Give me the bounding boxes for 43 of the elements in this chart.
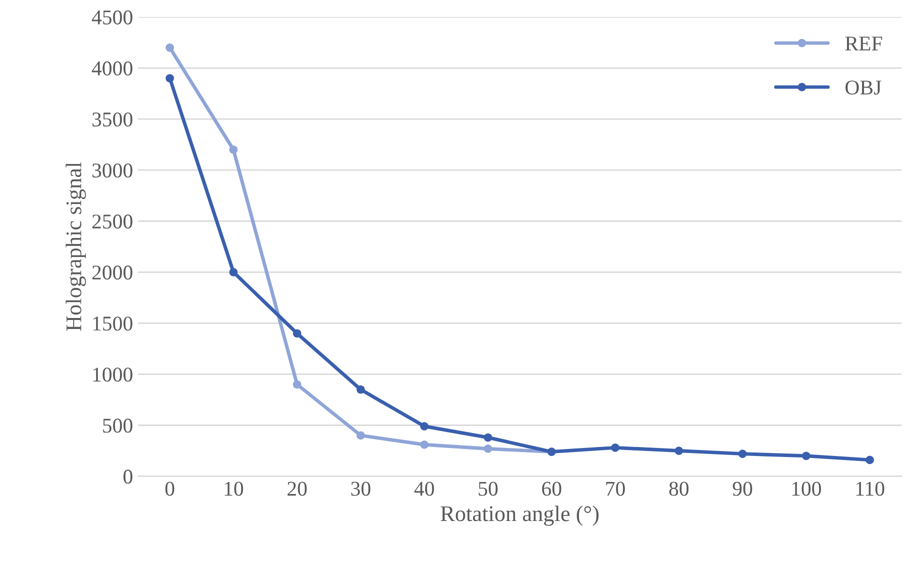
point <box>356 431 365 440</box>
point <box>229 268 238 276</box>
point <box>738 450 747 458</box>
x-tick-label: 10 <box>224 482 244 496</box>
x-tick-label: 30 <box>351 482 370 496</box>
point <box>166 74 174 82</box>
x-tick-label: 80 <box>669 482 689 496</box>
point <box>166 43 174 52</box>
x-tick-label: 40 <box>414 482 434 496</box>
y-tick-label: 1000 <box>93 368 132 382</box>
y-tick-label: 3000 <box>92 163 132 178</box>
point <box>802 452 810 460</box>
x-tick-label: 70 <box>606 482 625 496</box>
y-tick-label: 4000 <box>92 61 132 76</box>
y-tick-label: 0 <box>124 470 132 484</box>
x-tick-label: 60 <box>542 482 562 496</box>
y-tick-label: 4500 <box>92 10 132 24</box>
y-tick-label: 1500 <box>93 316 132 331</box>
point <box>611 444 620 452</box>
point <box>229 146 238 154</box>
point <box>420 440 429 449</box>
point <box>356 385 365 394</box>
x-tick-label: 110 <box>856 482 884 496</box>
y-tick-label: 2000 <box>92 266 132 280</box>
point <box>292 329 302 338</box>
legend-label: REF <box>845 36 882 50</box>
y-tick-label: 500 <box>103 418 132 433</box>
point <box>484 444 492 453</box>
point <box>292 380 302 389</box>
x-tick-label: 50 <box>478 482 498 496</box>
point <box>420 422 429 430</box>
y-axis-title: Holographic signal <box>66 162 86 331</box>
x-tick-label: 0 <box>165 482 174 496</box>
y-tick-label: 3500 <box>92 112 132 127</box>
legend-label: OBJ <box>846 80 882 95</box>
x-axis-title: Rotation angle (°) <box>440 506 599 526</box>
point <box>674 446 684 455</box>
x-tick-label: 100 <box>792 482 821 496</box>
y-tick-label: 2500 <box>92 214 132 229</box>
x-tick-label: 90 <box>732 482 752 496</box>
point <box>484 433 492 442</box>
point <box>866 456 874 464</box>
x-tick-label: 20 <box>288 482 307 496</box>
